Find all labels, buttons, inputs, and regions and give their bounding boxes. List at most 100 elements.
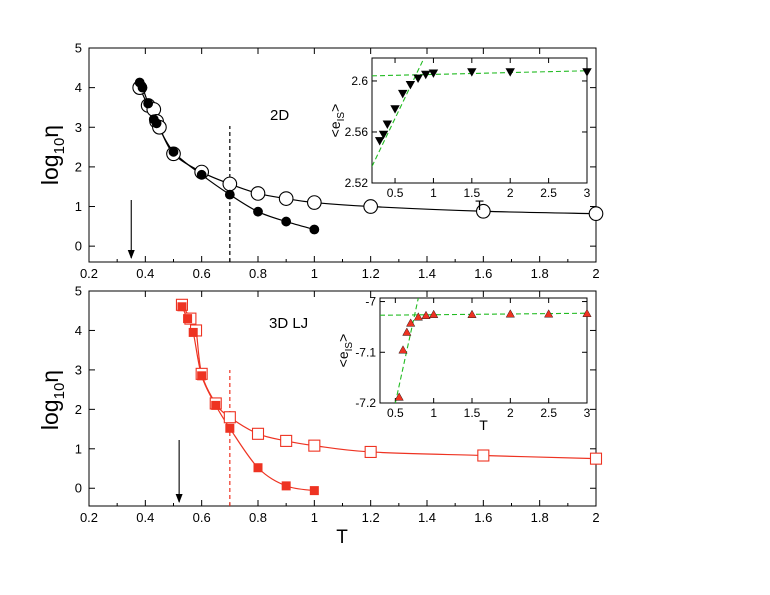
inset-x-axis-label: T	[475, 197, 484, 213]
inset-x-tick-label: 1	[430, 186, 437, 200]
inset-data-point	[544, 309, 554, 318]
inset-data-point	[390, 105, 400, 114]
inset-x-tick-label: 1.5	[464, 406, 481, 420]
data-point-circle-open	[475, 203, 491, 219]
x-tick-label: 0.2	[80, 510, 98, 525]
inset-x-tick-label: 1	[430, 406, 437, 420]
data-point-square-filled	[225, 423, 235, 433]
inset-data-point	[413, 312, 423, 321]
x-tick-label: 1.4	[418, 266, 436, 281]
x-tick-label: 0.8	[249, 266, 267, 281]
inset-data-point	[398, 89, 408, 99]
y-tick-label: 2	[75, 402, 82, 417]
inset-y-tick-label: -7.2	[355, 396, 376, 410]
data-point-square-open	[477, 449, 490, 462]
inset-fit-line	[380, 312, 587, 316]
inset-y-tick-label: -7	[365, 295, 376, 309]
inset-data-point	[582, 68, 592, 77]
inset-x-tick-label: 0.5	[387, 406, 404, 420]
inset-y-tick-label: 2.52	[345, 176, 369, 190]
arrow-head	[175, 494, 183, 503]
y-tick-label: 5	[75, 284, 82, 299]
x-tick-label: 2	[592, 266, 599, 281]
y-tick-label: 4	[75, 323, 82, 338]
data-point-circle-filled	[196, 169, 207, 180]
data-point-square-filled	[253, 463, 263, 473]
data-point-circle-open	[250, 186, 266, 201]
inset-x-axis-label: T	[479, 417, 488, 433]
inset-x-tick-label: 2	[507, 186, 514, 200]
inset-x-tick-label: 2	[507, 406, 514, 420]
inset-data-point	[413, 74, 423, 84]
y-axis-label: log10η	[37, 370, 68, 430]
x-tick-label: 1.8	[531, 510, 549, 525]
data-point-circle-open	[588, 206, 604, 222]
x-tick-label: 1.2	[362, 266, 380, 281]
inset-x-tick-label: 3	[584, 186, 591, 200]
data-point-square-filled	[197, 371, 207, 381]
panel-bottom: 0.2 0.4 0.6 0.8 1 1.2 1.4 1.6 1.8 2 0 1 2 3 4 5 3D LJ log…	[37, 284, 603, 548]
inset-data-point	[421, 70, 431, 80]
x-tick-label: 1	[311, 510, 318, 525]
data-point-circle-filled	[253, 206, 263, 217]
inset-frame	[379, 297, 588, 404]
data-point-square-filled	[309, 486, 319, 496]
panel-top: 0.2 0.4 0.6 0.8 1 1.2 1.4 1.6 1.8 2 0 1 2 3 4 5 2D log10η…	[37, 41, 604, 281]
data-point-circle-filled	[151, 118, 162, 129]
inset-data-point	[405, 80, 416, 90]
inset-data-point	[467, 68, 477, 77]
y-axis-label: log10η	[37, 125, 68, 185]
data-point-square-open	[223, 411, 236, 424]
inset-data-point	[394, 392, 404, 401]
data-point-circle-open	[363, 199, 379, 214]
inset-x-tick-label: 1.5	[463, 186, 480, 200]
y-tick-label: 3	[75, 120, 82, 135]
data-point-square-filled	[281, 481, 291, 491]
data-point-square-open	[364, 445, 377, 459]
inset-x-tick-label: 3	[584, 406, 591, 420]
panel-annotation: 3D LJ	[269, 315, 308, 332]
inset-x-tick-label: 0.5	[387, 186, 404, 200]
x-axis-label: T	[336, 527, 348, 548]
x-tick-label: 2	[592, 510, 599, 525]
data-point-square-open	[251, 427, 265, 440]
x-tick-label: 1.2	[362, 510, 380, 525]
inset-fit-line	[372, 70, 587, 77]
inset-data-point	[398, 345, 408, 354]
data-point-circle-filled	[224, 189, 235, 200]
inset-data-point	[406, 318, 416, 327]
inset-frame	[371, 57, 588, 184]
x-tick-label: 0.6	[193, 510, 211, 525]
fit-curve-circle-filled	[139, 82, 315, 231]
y-tick-label: 4	[75, 80, 82, 95]
data-point-circle-filled	[168, 146, 179, 157]
arrow-head	[127, 250, 135, 259]
data-point-square-open	[308, 439, 321, 452]
x-tick-label: 0.6	[193, 266, 211, 281]
data-point-square-filled	[177, 302, 187, 312]
inset-y-tick-label: -7.1	[355, 345, 376, 359]
data-point-square-filled	[183, 314, 193, 324]
y-tick-label: 1	[75, 199, 82, 214]
y-tick-label: 5	[75, 41, 82, 56]
x-tick-label: 1	[311, 266, 318, 281]
inset-x-tick-label: 2.5	[540, 406, 557, 420]
y-tick-label: 0	[75, 481, 82, 496]
inset-data-point	[428, 69, 439, 78]
inset-data-point	[505, 68, 515, 77]
x-tick-label: 0.2	[80, 266, 98, 281]
inset-data-point	[582, 308, 592, 317]
inset-data-point	[378, 130, 389, 140]
inset-data-point	[467, 309, 477, 318]
data-point-circle-open	[222, 176, 238, 192]
inset-data-point	[402, 327, 412, 336]
data-point-circle-filled	[309, 224, 320, 235]
inset-y-tick-label: 2.6	[351, 74, 368, 88]
x-tick-label: 1.6	[474, 510, 492, 525]
data-point-circle-filled	[143, 98, 154, 109]
x-tick-label: 0.4	[136, 510, 154, 525]
data-point-circle-open	[306, 195, 322, 210]
x-tick-label: 0.8	[249, 510, 267, 525]
inset-chart: 0.5 1 1.5 2 2.5 3 2.52 2.56 2.6 T <eIS>	[327, 57, 592, 213]
